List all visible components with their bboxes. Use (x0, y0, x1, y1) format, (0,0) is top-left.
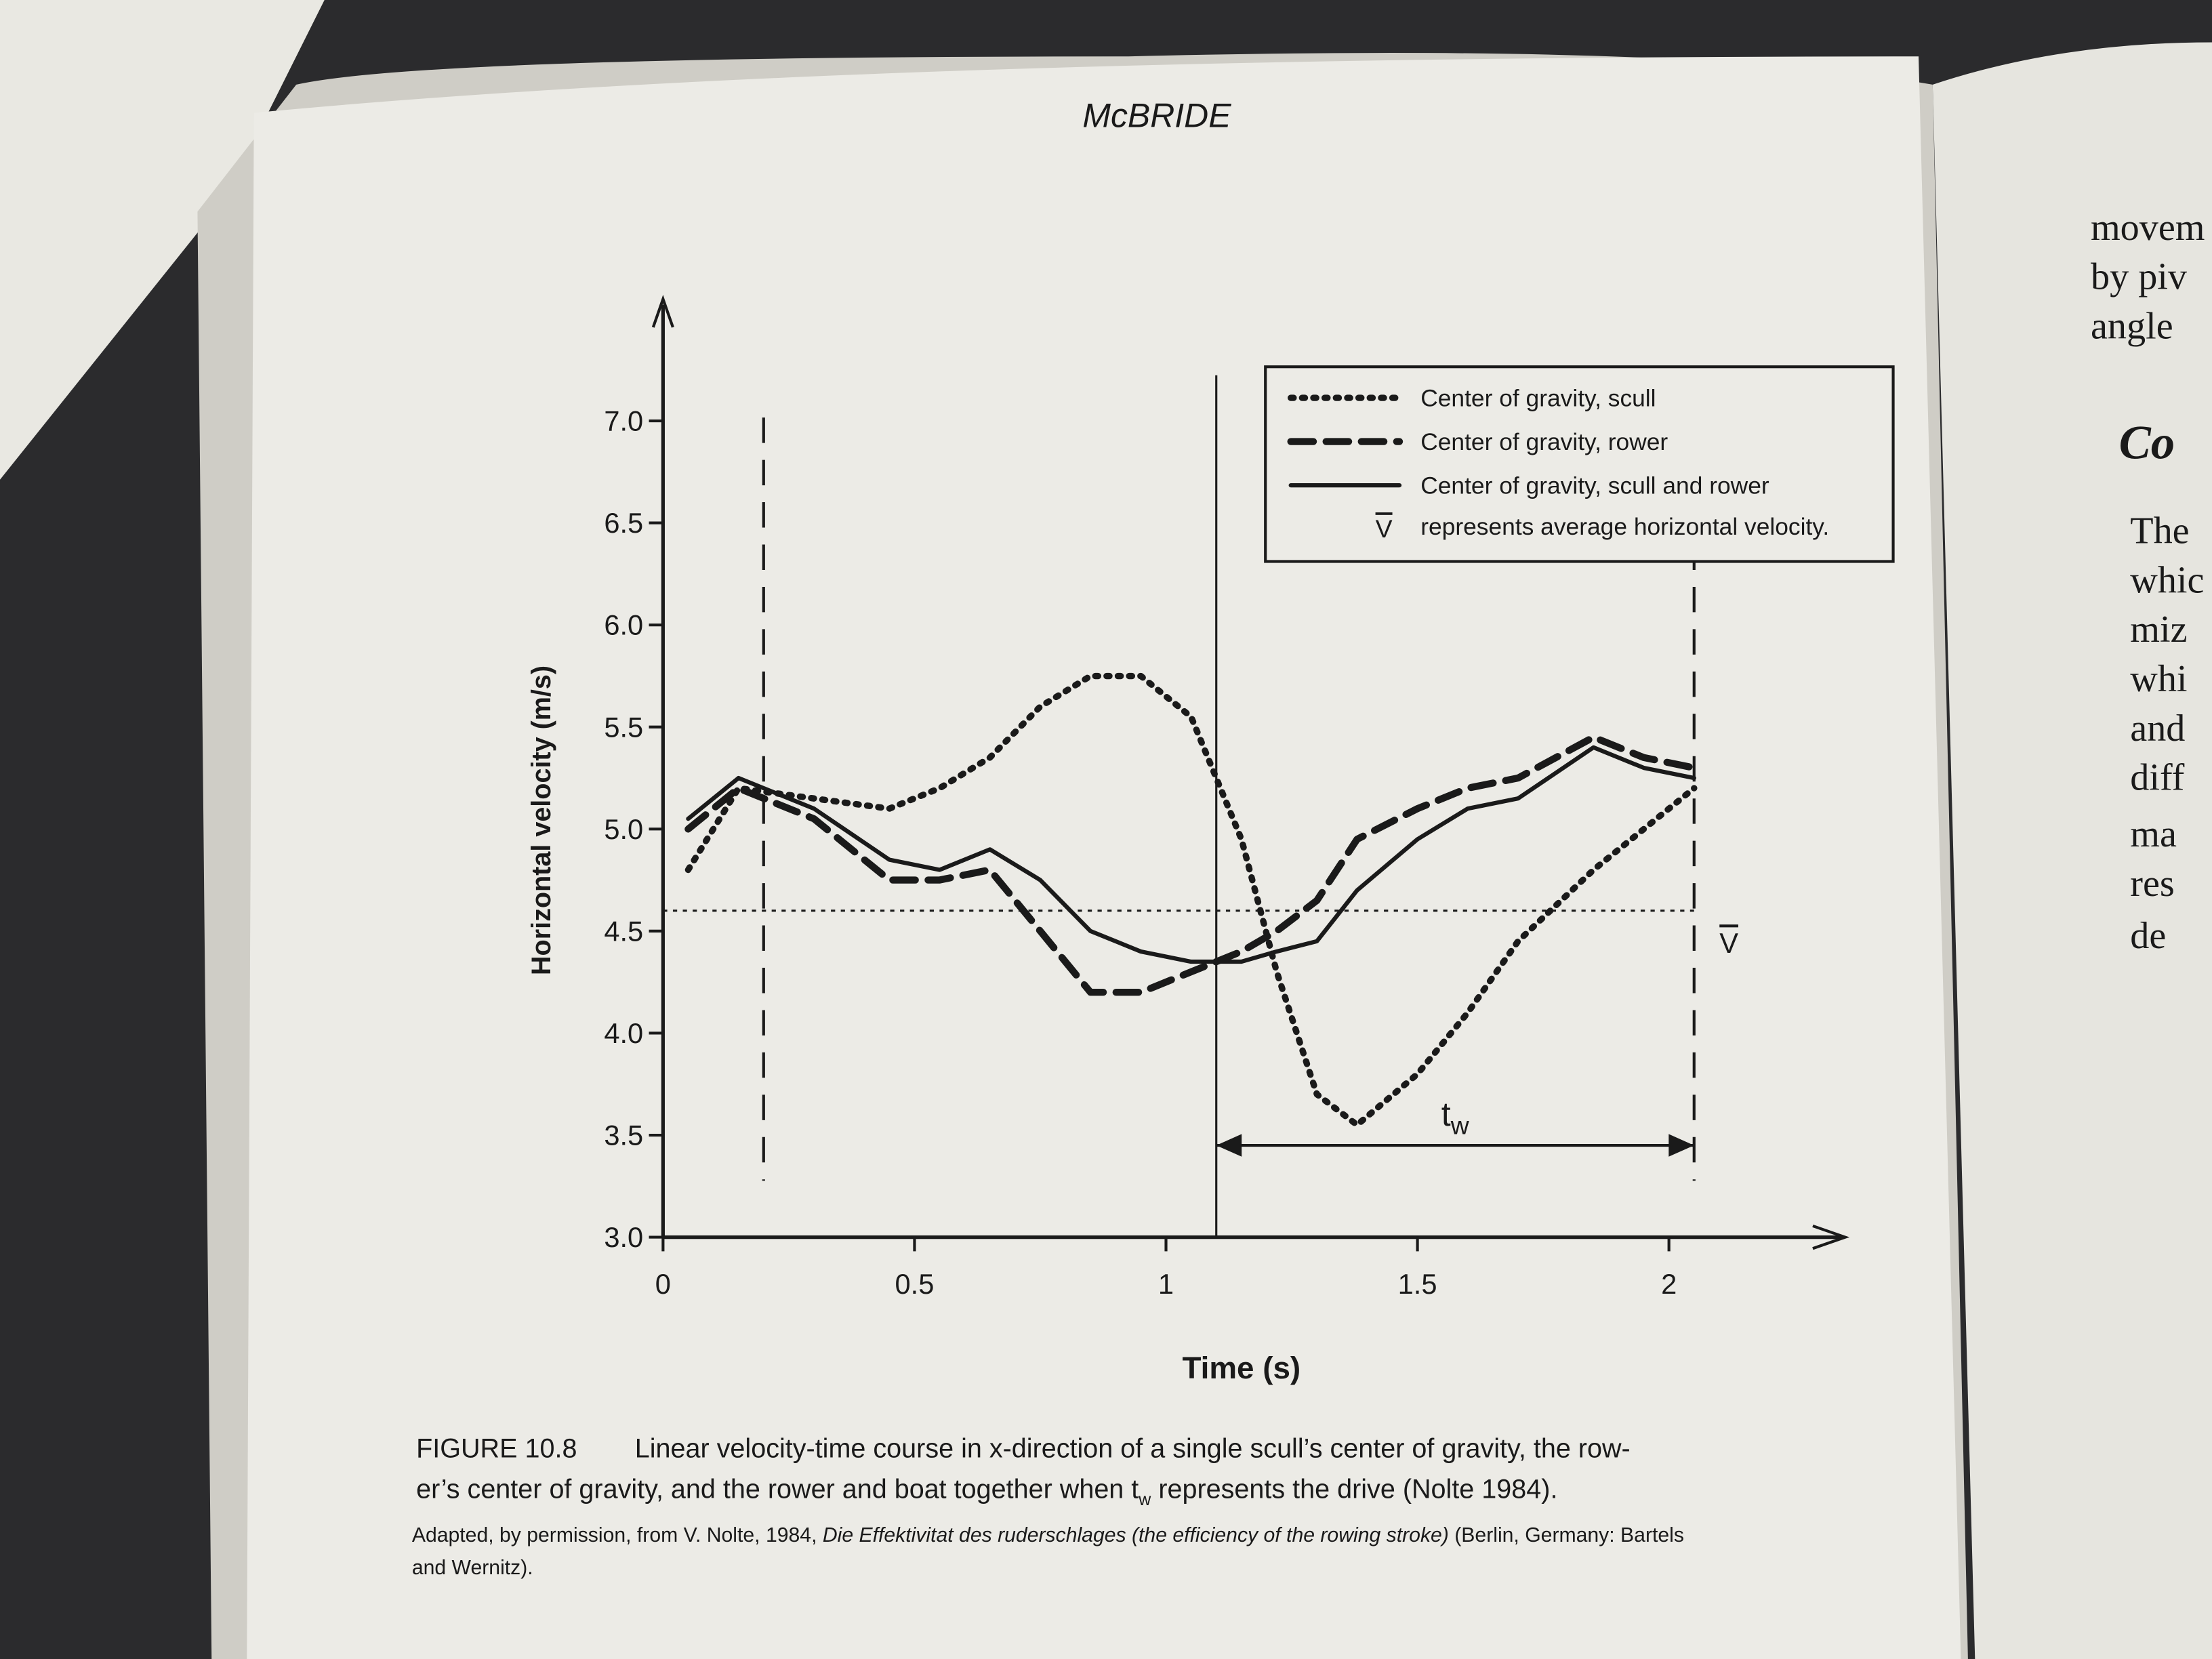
page-text: whic (2130, 559, 2204, 601)
chart: 3.0 3.5 4.0 4.5 5.0 5.5 6.0 6.5 7.0 0 0.5 1 1.5 2 Time… (527, 295, 1895, 1385)
page-text: movem (2091, 207, 2205, 249)
source-part: Adapted, by permission, from V. Nolte, 1… (412, 1524, 823, 1547)
x-tick-label: 0 (655, 1268, 671, 1300)
caption-line: Linear velocity-time course in x-directi… (635, 1433, 1631, 1463)
y-axis-arrow (651, 295, 674, 328)
caption-line: er’s center of gravity, and the rower an… (416, 1475, 1557, 1509)
legend-label: represents average horizontal velocity. (1420, 514, 1829, 540)
y-tick-label: 3.0 (604, 1221, 643, 1253)
figure-number: FIGURE 10.8 (416, 1433, 577, 1463)
arrow-head (1668, 1134, 1694, 1157)
page-text: diff (2130, 757, 2184, 799)
page-text: and (2130, 708, 2185, 750)
x-axis-arrow (1812, 1224, 1850, 1250)
caption-part: er’s center of gravity, and the rower an… (416, 1475, 1139, 1504)
y-axis-label: Horizontal velocity (m/s) (527, 665, 556, 975)
caption-sub: w (1138, 1490, 1151, 1509)
right-page (1932, 42, 2212, 1659)
y-tick-label: 6.5 (604, 507, 643, 539)
average-symbol: V (1719, 927, 1738, 959)
source-part: Die Effektivitat des ruderschlages (the … (823, 1524, 1449, 1547)
y-tick-label: 6.0 (604, 609, 643, 641)
arrow-head (1216, 1134, 1242, 1157)
series-line (686, 745, 1696, 964)
x-tick-label: 0.5 (895, 1268, 935, 1300)
source-part: (Berlin, Germany: Bartels (1449, 1524, 1684, 1547)
y-tick-label: 4.0 (604, 1017, 643, 1049)
page-text: The (2130, 510, 2189, 552)
page-text: angle (2091, 306, 2173, 348)
page-text: ma (2130, 813, 2177, 855)
page-text: miz (2130, 609, 2187, 651)
source-line: and Wernitz). (412, 1557, 533, 1579)
y-tick-label: 5.0 (604, 813, 643, 845)
legend-label: Center of gravity, rower (1420, 429, 1668, 455)
legend-label: Center of gravity, scull and rower (1420, 473, 1769, 499)
source-line: Adapted, by permission, from V. Nolte, 1… (412, 1524, 1684, 1547)
x-tick-label: 2 (1661, 1268, 1677, 1300)
y-tick-label: 3.5 (604, 1120, 643, 1151)
right-page-text: movem by piv angle Co The whic miz whi and diff ma… (2091, 207, 2205, 957)
page-text: by piv (2091, 256, 2188, 298)
x-tick-label: 1.5 (1398, 1268, 1437, 1300)
y-tick-label: 7.0 (604, 405, 643, 437)
page-text: whi (2130, 658, 2187, 700)
y-tick-label: 5.5 (604, 711, 643, 743)
y-tick-label: 4.5 (604, 915, 643, 947)
caption-part: represents the drive (Nolte 1984). (1151, 1475, 1557, 1504)
page-text: de (2130, 915, 2166, 957)
left-page (247, 56, 1961, 1659)
legend-symbol: V (1376, 514, 1393, 543)
page-text: Co (2119, 417, 2175, 470)
drive-label-sub: w (1450, 1111, 1470, 1139)
series-line (684, 672, 1698, 1128)
x-axis-label: Time (s) (1182, 1351, 1300, 1385)
drive-label-t: t (1441, 1095, 1451, 1133)
paper-towel (0, 0, 325, 480)
drive-label: tw (1441, 1095, 1470, 1139)
legend-label: Center of gravity, scull (1420, 386, 1656, 412)
x-tick-label: 1 (1158, 1268, 1174, 1300)
page-text: res (2130, 863, 2175, 905)
running-head: McBRIDE (1082, 96, 1231, 134)
